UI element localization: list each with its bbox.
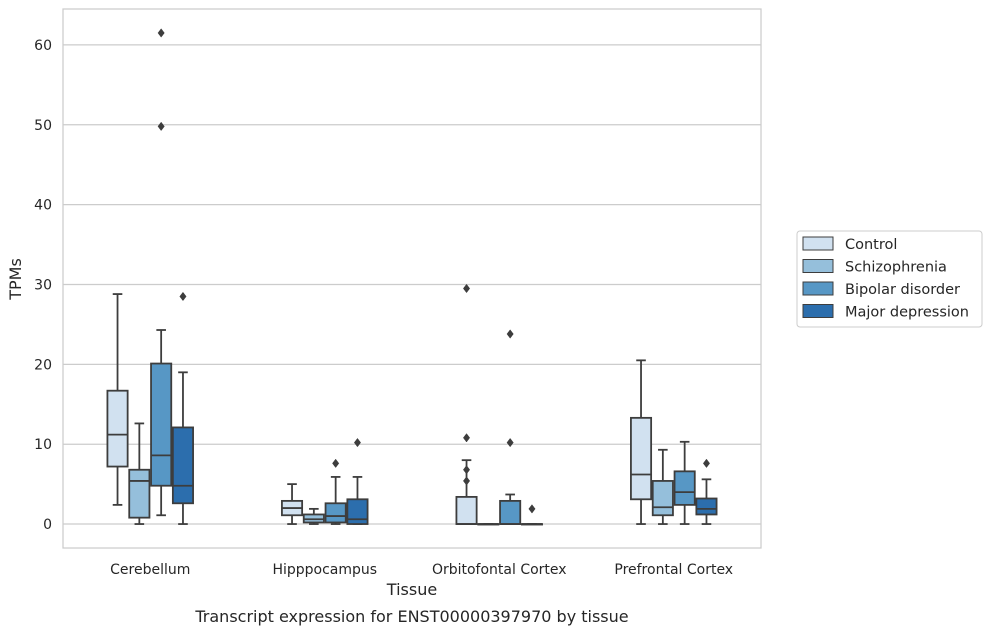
y-tick-labels: 0 10 20 30 40 50 60 <box>34 38 52 533</box>
box <box>150 362 173 487</box>
y-tick-label: 40 <box>34 198 52 214</box>
box-plot <box>520 504 543 526</box>
box-plot <box>455 283 478 525</box>
outlier-point <box>157 28 165 38</box>
y-tick-label: 20 <box>34 357 52 373</box>
outlier-point <box>506 329 514 339</box>
box-plot <box>346 437 369 525</box>
box-plot <box>171 291 194 525</box>
box-plot <box>128 422 151 525</box>
box <box>106 389 129 468</box>
y-tick-label: 10 <box>34 437 52 453</box>
x-axis-label: Tissue <box>386 580 437 599</box>
box <box>630 416 653 501</box>
box <box>673 470 696 506</box>
y-tick-label: 60 <box>34 38 52 54</box>
legend-swatch <box>802 236 834 251</box>
outlier-point <box>463 283 471 294</box>
series-control <box>106 283 653 525</box>
legend-swatch <box>802 281 834 296</box>
series-bipolar-disorder <box>150 28 696 525</box>
outlier-point <box>353 437 361 448</box>
box <box>171 426 194 505</box>
box <box>455 495 478 525</box>
x-tick-label: Hipppocampus <box>272 562 377 578</box>
box <box>346 498 369 525</box>
box-plot <box>106 293 129 506</box>
y-axis-label: TPMs <box>6 258 25 301</box>
box <box>695 497 718 516</box>
outlier-point <box>463 476 471 486</box>
x-tick-labels: Cerebellum Hipppocampus Orbitofontal Corte… <box>110 562 733 578</box>
y-tick-label: 30 <box>34 277 52 293</box>
x-tick-label: Orbitofontal Cortex <box>432 562 567 578</box>
outlier-point <box>506 437 514 448</box>
box-plot <box>651 448 674 525</box>
box-plot <box>499 329 522 525</box>
outlier-point <box>179 291 187 302</box>
x-tick-label: Prefrontal Cortex <box>614 562 733 578</box>
outlier-point <box>702 458 710 468</box>
box-plots <box>106 28 718 526</box>
y-tick-label: 0 <box>43 517 52 533</box>
legend-label: Bipolar disorder <box>845 282 960 298</box>
box-plot <box>302 507 325 525</box>
legend-label: Schizophrenia <box>845 260 947 276</box>
outlier-point <box>332 458 340 468</box>
box <box>128 468 151 519</box>
y-tick-label: 50 <box>34 118 52 134</box>
legend-item: Bipolar disorder <box>802 281 960 298</box>
legend-item: Major depression <box>802 304 969 321</box>
legend-frame <box>796 230 983 328</box>
legend-item: Control <box>802 236 897 253</box>
legend: Control Schizophrenia Bipolar disorder Majo… <box>796 230 983 328</box>
x-tick-label: Cerebellum <box>110 562 190 578</box>
box <box>499 499 522 525</box>
box-plot <box>630 359 653 525</box>
legend-label: Major depression <box>845 305 969 321</box>
plot-frame <box>62 8 762 549</box>
legend-swatch <box>802 259 834 273</box>
box-plot <box>150 28 173 517</box>
box <box>651 480 674 517</box>
outlier-point <box>157 121 165 131</box>
outlier-point <box>463 465 471 475</box>
box-plot <box>324 458 347 525</box>
box-plot <box>673 440 696 525</box>
box <box>324 502 347 524</box>
legend-swatch <box>802 304 834 318</box>
legend-item: Schizophrenia <box>802 259 947 276</box>
series-schizophrenia <box>128 422 674 526</box>
outlier-point <box>528 504 536 514</box>
outlier-point <box>463 433 471 443</box>
series-major-depression <box>171 291 718 526</box>
box-plot <box>281 483 304 525</box>
chart-caption: Transcript expression for ENST0000039797… <box>194 607 628 626</box>
box-plot <box>477 523 500 526</box>
legend-label: Control <box>845 237 897 253</box>
box-plot <box>695 458 718 525</box>
